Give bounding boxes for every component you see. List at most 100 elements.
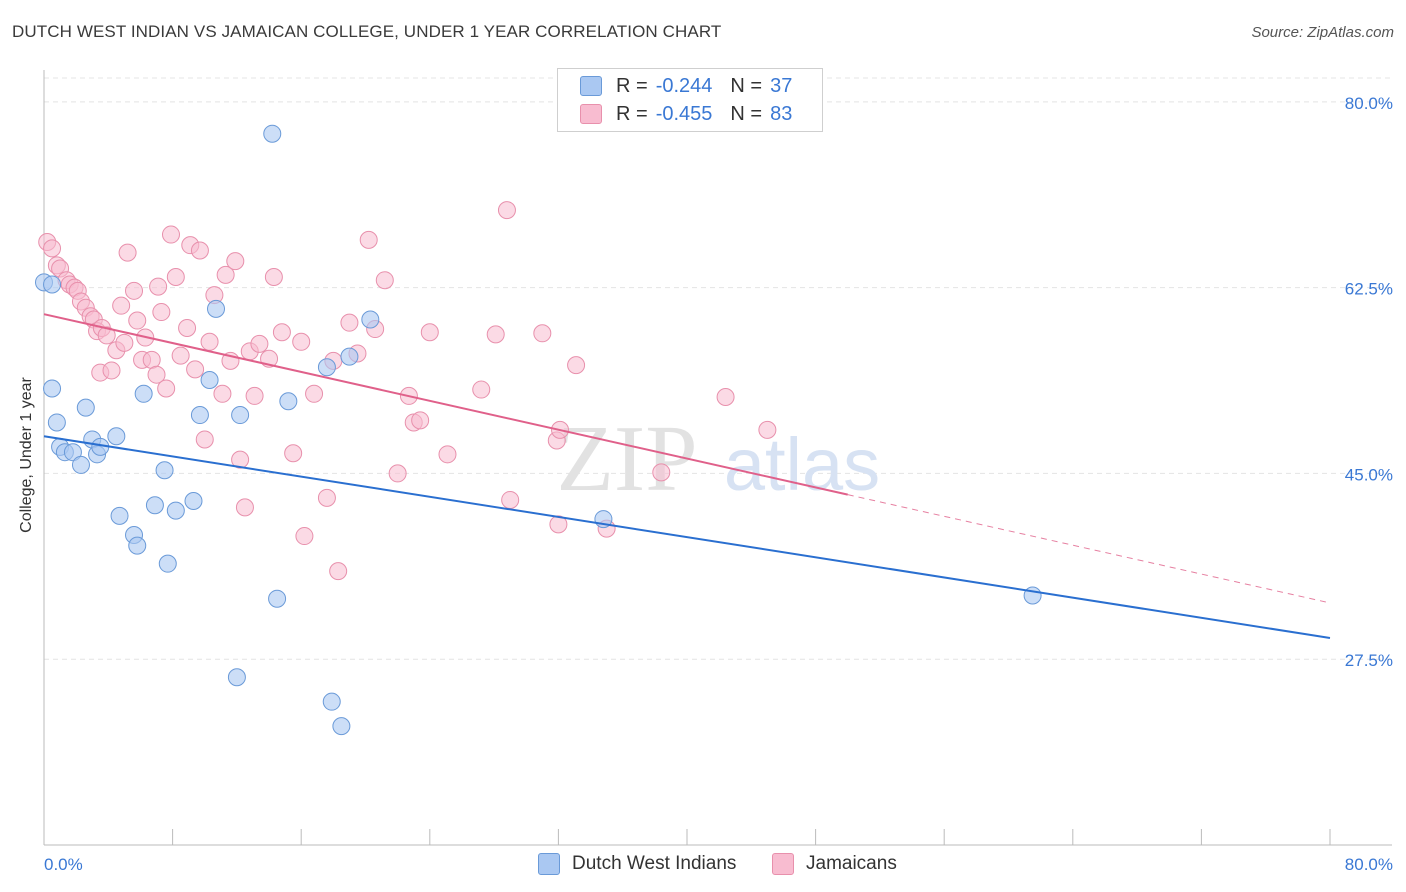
- dutch-west-indians-point: [128, 536, 147, 555]
- jamaicans-point: [128, 311, 147, 330]
- dutch-west-indians-point: [134, 384, 153, 403]
- correlation-legend: R = -0.244 N = 37 R = -0.455 N = 83: [557, 68, 823, 132]
- jamaicans-point: [292, 332, 311, 351]
- jamaicans-point: [305, 384, 324, 403]
- legend-row-dutch-west-indians: R = -0.244 N = 37: [580, 74, 792, 98]
- jamaicans-point: [161, 225, 180, 244]
- bottom-legend-label: Dutch West Indians: [572, 853, 737, 874]
- jamaicans-point: [284, 444, 303, 463]
- dutch-west-indians-point: [200, 371, 219, 389]
- dutch-west-indians-point: [263, 124, 282, 143]
- jamaicans-point: [295, 527, 314, 546]
- legend-n-label: N =: [730, 74, 763, 97]
- legend-swatch-pink: [580, 104, 602, 124]
- jamaicans-point: [340, 313, 359, 332]
- y-tick-label: 45.0%: [1345, 465, 1393, 484]
- gridlines: [44, 77, 1392, 660]
- dutch-west-indians-point: [107, 427, 126, 446]
- dutch-west-indians-point: [155, 461, 174, 480]
- dutch-west-indians-point: [145, 496, 164, 515]
- trend-lines: [43, 313, 1331, 639]
- jamaicans-point: [375, 271, 394, 290]
- chart-title: DUTCH WEST INDIAN VS JAMAICAN COLLEGE, U…: [12, 22, 722, 41]
- legend-n-value-pink: 83: [770, 102, 793, 125]
- jamaicans-point: [420, 323, 439, 342]
- legend-r-label: R =: [616, 74, 648, 97]
- jamaicans-point: [533, 324, 552, 343]
- axes: [43, 70, 1392, 846]
- jamaicans-points: [38, 201, 777, 581]
- dutch-west-indians-trend-line: [43, 435, 1331, 639]
- jamaicans-trend-line: [43, 313, 848, 496]
- jamaicans-point: [567, 356, 586, 375]
- jamaicans-point: [549, 515, 568, 534]
- jamaicans-point: [231, 450, 250, 469]
- dutch-west-indians-point: [227, 668, 246, 687]
- jamaicans-point: [272, 323, 291, 342]
- legend-n-label: N =: [730, 102, 763, 125]
- jamaicans-point: [501, 490, 520, 509]
- jamaicans-point: [472, 380, 491, 399]
- dutch-west-indians-point: [184, 492, 203, 511]
- bottom-legend-dutch-west-indians[interactable]: Dutch West Indians: [538, 852, 736, 876]
- dutch-west-indians-point: [63, 443, 82, 462]
- dutch-west-indians-points: [35, 124, 1042, 736]
- dutch-west-indians-point: [43, 275, 62, 294]
- jamaicans-point: [152, 303, 171, 322]
- jamaicans-point: [216, 265, 235, 284]
- tick-labels: 27.5% 45.0% 62.5% 80.0% 0.0% 80.0%: [44, 94, 1393, 874]
- jamaicans-point: [716, 387, 735, 406]
- dutch-west-indians-point: [207, 299, 226, 318]
- source-label: Source: ZipAtlas.com: [1251, 24, 1394, 41]
- dutch-west-indians-point: [231, 406, 250, 425]
- jamaicans-point: [178, 318, 197, 337]
- jamaicans-point: [97, 326, 116, 345]
- jamaicans-point: [149, 277, 168, 296]
- x-tick-label-max: 80.0%: [1345, 855, 1393, 874]
- jamaicans-point: [115, 333, 134, 352]
- y-tick-label: 27.5%: [1345, 651, 1393, 670]
- dutch-west-indians-point: [43, 379, 62, 398]
- jamaicans-point: [190, 241, 209, 260]
- dutch-west-indians-point: [190, 406, 209, 425]
- legend-r-label: R =: [616, 102, 648, 125]
- dutch-west-indians-point: [71, 455, 90, 474]
- y-tick-label: 80.0%: [1345, 94, 1393, 113]
- jamaicans-point: [329, 562, 348, 581]
- jamaicans-point: [388, 464, 407, 483]
- dutch-west-indians-point: [317, 358, 336, 377]
- dutch-west-indians-point: [76, 398, 95, 417]
- dutch-west-indians-point: [268, 589, 287, 608]
- legend-row-jamaicans: R = -0.455 N = 83: [580, 102, 792, 126]
- dutch-west-indians-point: [110, 506, 129, 525]
- jamaicans-point: [359, 230, 378, 249]
- legend-swatch-blue: [580, 76, 602, 96]
- dutch-west-indians-point: [47, 413, 66, 432]
- bottom-legend-swatch-blue: [538, 853, 560, 875]
- jamaicans-point: [147, 365, 166, 384]
- bottom-legend-jamaicans[interactable]: Jamaicans: [772, 852, 897, 876]
- jamaicans-point: [43, 239, 62, 258]
- dutch-west-indians-point: [158, 554, 177, 573]
- jamaicans-point: [213, 384, 232, 403]
- jamaicans-point: [411, 411, 430, 430]
- watermark-atlas: atlas: [724, 423, 880, 506]
- dutch-west-indians-point: [279, 392, 298, 411]
- dutch-west-indians-point: [322, 692, 341, 711]
- jamaicans-point: [264, 268, 283, 287]
- jamaicans-point: [497, 201, 516, 220]
- jamaicans-point: [652, 463, 671, 482]
- jamaicans-point: [118, 243, 137, 262]
- jamaicans-point: [200, 332, 219, 351]
- jamaicans-point: [317, 488, 336, 507]
- jamaicans-point: [171, 346, 190, 365]
- x-tick-label-min: 0.0%: [44, 855, 83, 874]
- bottom-legend-swatch-pink: [772, 853, 794, 875]
- legend-n-value-blue: 37: [770, 74, 793, 97]
- y-tick-label: 62.5%: [1345, 280, 1393, 299]
- jamaicans-point: [438, 445, 457, 464]
- jamaicans-point: [102, 361, 121, 380]
- dutch-west-indians-point: [166, 501, 185, 520]
- jamaicans-point: [226, 252, 245, 271]
